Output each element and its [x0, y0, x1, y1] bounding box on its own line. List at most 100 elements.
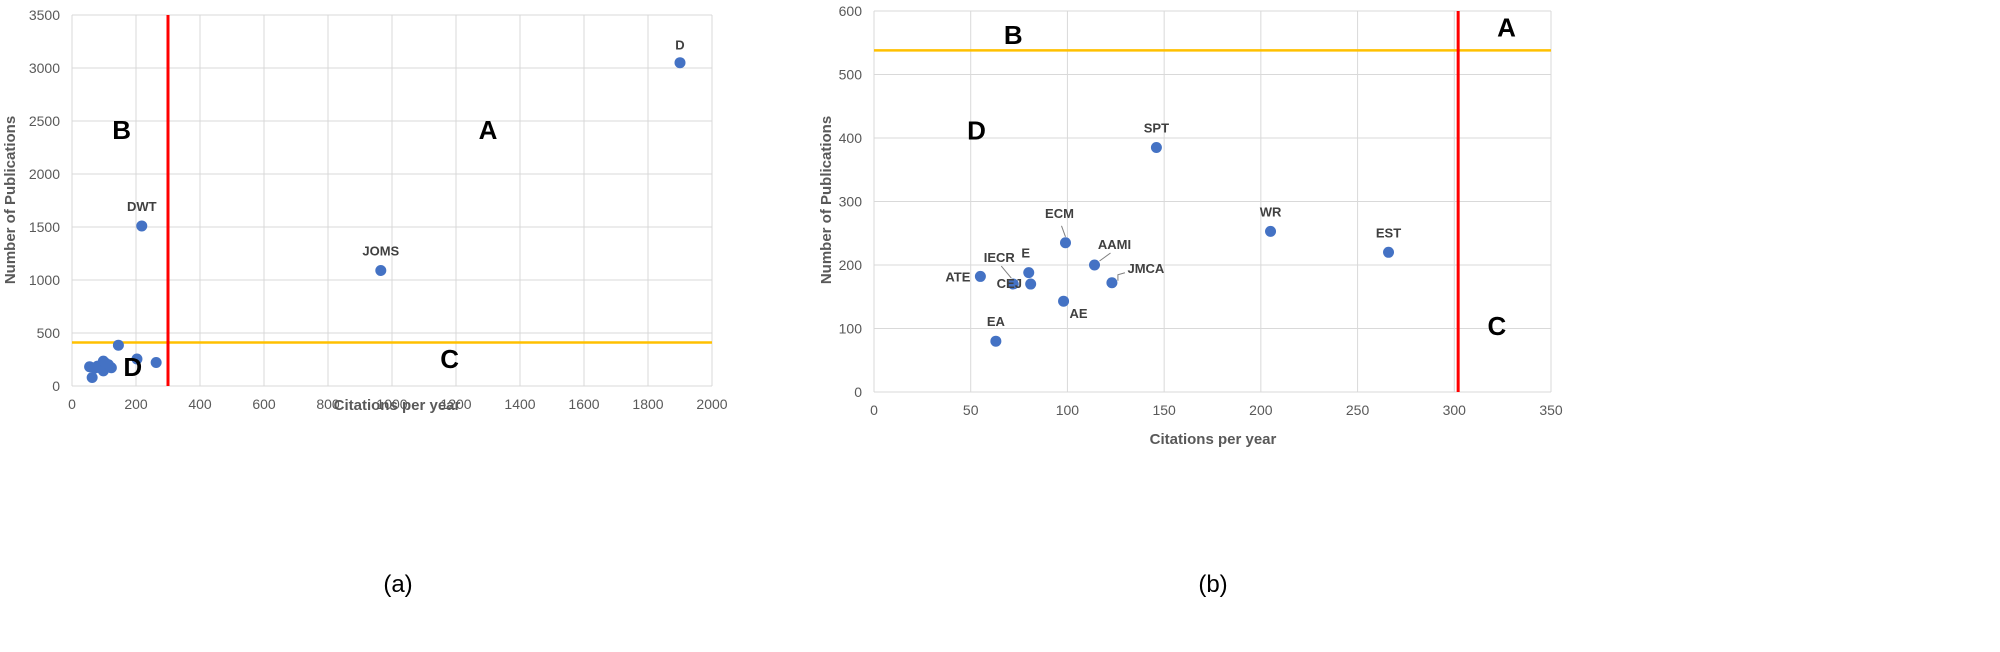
point-label: AAMI: [1098, 237, 1131, 252]
x-tick-label: 2000: [696, 396, 727, 412]
x-tick-label: 1000: [376, 396, 407, 412]
data-point: [974, 270, 986, 282]
x-tick-label: 400: [188, 396, 212, 412]
x-tick-label: 1400: [504, 396, 535, 412]
y-tick-label: 200: [839, 257, 863, 273]
x-tick-label: 350: [1539, 402, 1563, 418]
point-label: AE: [1070, 306, 1088, 321]
data-point: [375, 264, 387, 276]
chart-a-reference-lines: [72, 15, 712, 386]
chart-a-gridlines: [71, 14, 713, 387]
data-point: [1265, 225, 1277, 237]
chart-b-points: [974, 142, 1395, 347]
label-leader-line: [1099, 252, 1111, 262]
quadrant-label: A: [479, 115, 498, 145]
x-tick-label: 200: [1249, 402, 1273, 418]
chart-b-quadrant-labels: A B C D: [967, 12, 1516, 340]
data-point: [1007, 278, 1019, 290]
chart-b-y-axis-title: Number of Publications: [818, 116, 835, 284]
label-leader-line: [1061, 225, 1066, 237]
x-tick-label: 600: [252, 396, 276, 412]
data-point: [1150, 142, 1162, 154]
x-tick-label: 50: [963, 402, 979, 418]
chart-a-x-axis-title: Citations per year: [334, 397, 461, 414]
quadrant-label: D: [967, 115, 986, 145]
quadrant-label: D: [123, 352, 142, 382]
chart-b-x-axis-title: Citations per year: [1150, 431, 1277, 448]
data-point: [131, 353, 143, 365]
chart-a-points: [84, 57, 686, 384]
y-tick-label: 3000: [29, 60, 60, 76]
label-leader-line: [1000, 265, 1012, 279]
data-point: [990, 335, 1002, 347]
chart-b-point-labels: SPT WR EST ECM AAMI JMCA ATE IECR E CEJ AE EA: [945, 121, 1401, 330]
point-label: CEJ: [997, 276, 1022, 291]
data-point: [1025, 278, 1037, 290]
chart-b-caption: (b): [1198, 571, 1227, 598]
chart-a: D DWT JOMS A B C D 0 200 400 600 800 1000 1200 1400 1…: [2, 7, 728, 598]
point-label: JMCA: [1127, 261, 1164, 276]
quadrant-label: A: [1497, 12, 1516, 42]
chart-b-gridlines: [873, 10, 1552, 393]
point-label: D: [675, 38, 684, 53]
point-label: DWT: [127, 199, 157, 214]
data-point: [1058, 295, 1070, 307]
x-tick-label: 100: [1056, 402, 1080, 418]
y-tick-label: 0: [52, 378, 60, 394]
y-tick-label: 2500: [29, 113, 60, 129]
x-tick-label: 1800: [632, 396, 663, 412]
data-point: [674, 57, 686, 69]
label-leader-line: [1117, 272, 1126, 281]
data-point: [100, 357, 112, 369]
point-label: SPT: [1144, 121, 1169, 136]
point-label: EA: [987, 314, 1006, 329]
point-label: JOMS: [362, 243, 399, 258]
x-tick-label: 800: [316, 396, 340, 412]
data-point: [150, 356, 162, 368]
chart-a-quadrant-labels: A B C D: [112, 115, 497, 382]
y-tick-label: 500: [839, 67, 863, 83]
x-tick-label: 200: [124, 396, 148, 412]
y-tick-label: 0: [854, 384, 862, 400]
quadrant-label: C: [440, 344, 459, 374]
y-tick-label: 2000: [29, 166, 60, 182]
point-label: E: [1021, 246, 1030, 261]
x-tick-label: 0: [68, 396, 76, 412]
x-tick-label: 1600: [568, 396, 599, 412]
chart-a-point-labels: D DWT JOMS: [127, 38, 685, 259]
y-tick-label: 600: [839, 3, 863, 19]
quadrant-label: B: [1004, 20, 1023, 50]
point-label: WR: [1260, 204, 1282, 219]
quadrant-label: B: [112, 115, 131, 145]
data-point: [86, 372, 98, 384]
data-point: [1023, 267, 1035, 279]
x-tick-label: 1200: [440, 396, 471, 412]
x-tick-label: 250: [1346, 402, 1370, 418]
data-point: [136, 220, 148, 232]
y-tick-label: 400: [839, 130, 863, 146]
chart-a-y-axis-title: Number of Publications: [2, 116, 19, 284]
y-tick-label: 300: [839, 194, 863, 210]
y-tick-label: 3500: [29, 7, 60, 23]
data-point: [1059, 237, 1071, 249]
x-tick-label: 150: [1152, 402, 1176, 418]
point-label: EST: [1376, 225, 1401, 240]
chart-b-tick-labels: 0 50 100 150 200 250 300 350 0 100 200 300 400 500 600: [839, 3, 1563, 418]
data-point: [112, 339, 124, 351]
data-point: [1089, 259, 1101, 271]
y-tick-label: 1000: [29, 272, 60, 288]
data-point: [1383, 246, 1395, 258]
point-label: IECR: [984, 250, 1016, 265]
point-label: ATE: [945, 269, 970, 284]
point-label: ECM: [1045, 206, 1074, 221]
chart-a-tick-labels: 0 200 400 600 800 1000 1200 1400 1600 1800 2000 0 50…: [29, 7, 728, 412]
chart-a-caption: (a): [383, 571, 412, 598]
y-tick-label: 1500: [29, 219, 60, 235]
chart-b-reference-lines: [874, 11, 1551, 392]
y-tick-label: 100: [839, 321, 863, 337]
data-point: [1106, 277, 1118, 289]
quadrant-label: C: [1487, 311, 1506, 341]
y-tick-label: 500: [37, 325, 61, 341]
